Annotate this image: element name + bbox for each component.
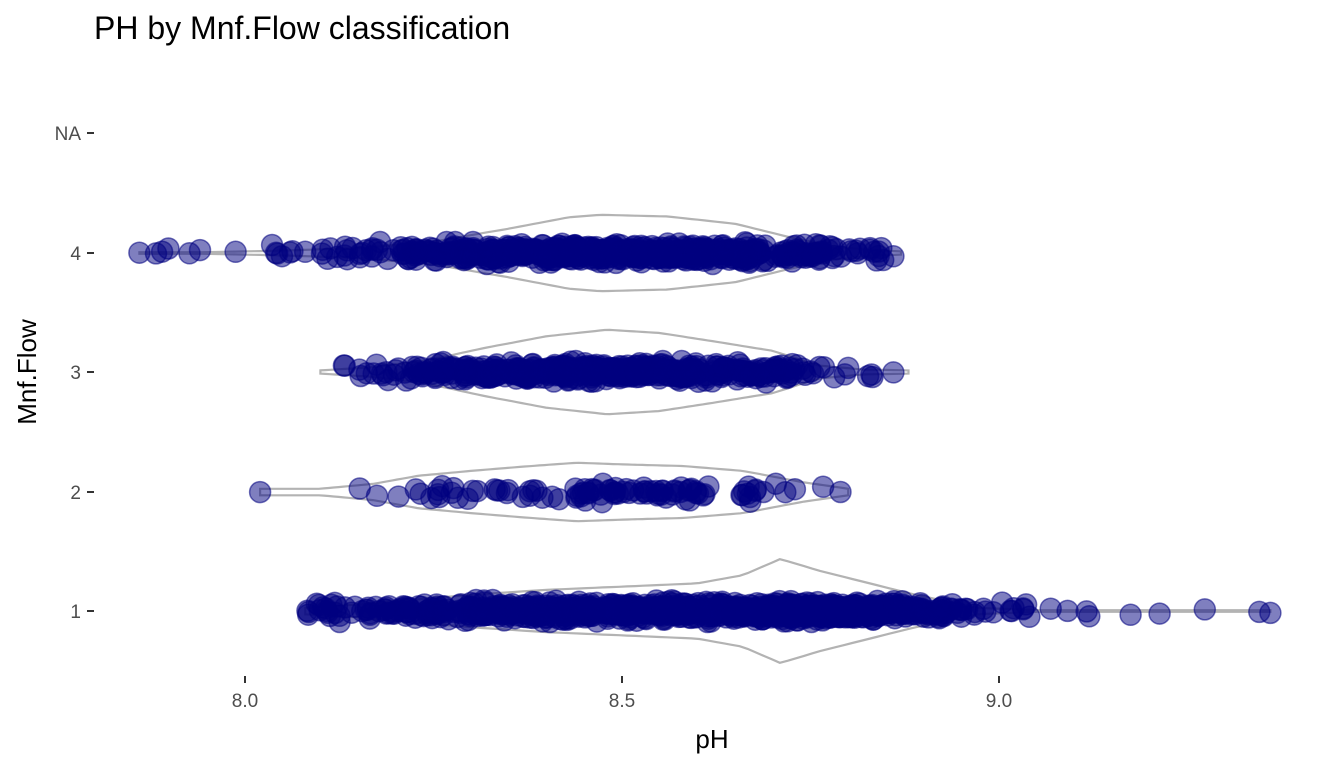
data-point	[812, 355, 836, 379]
data-point	[501, 238, 525, 261]
data-point	[150, 240, 174, 263]
data-point	[248, 480, 272, 504]
x-tick-label-8.5: 8.5	[609, 691, 635, 712]
data-point	[792, 597, 816, 621]
data-point	[404, 478, 428, 501]
data-point	[533, 242, 556, 266]
chart-title: PH by Mnf.Flow classification	[94, 10, 510, 46]
data-point	[1119, 603, 1142, 627]
data-point	[365, 238, 389, 262]
data-point	[382, 363, 406, 386]
data-point	[531, 359, 555, 382]
points-group-3	[332, 349, 905, 394]
data-point	[349, 364, 372, 388]
data-point	[1148, 602, 1171, 625]
x-axis-title: pH	[695, 724, 728, 754]
data-point	[571, 597, 595, 621]
data-point	[293, 240, 317, 264]
data-point	[972, 597, 995, 621]
data-point	[128, 241, 151, 264]
data-point	[395, 600, 419, 624]
points-group-2	[248, 472, 852, 514]
data-point	[764, 472, 788, 495]
data-point	[731, 483, 754, 507]
data-point	[684, 480, 708, 503]
data-point	[629, 600, 652, 623]
data-point	[1259, 601, 1282, 625]
data-point	[882, 361, 905, 384]
data-point	[1193, 598, 1217, 621]
x-tick-label-9.0: 9.0	[986, 691, 1012, 712]
data-point	[663, 598, 687, 621]
data-point	[461, 230, 485, 254]
data-point	[635, 482, 658, 505]
data-point	[704, 352, 728, 376]
data-point	[860, 363, 883, 386]
data-point	[525, 479, 548, 503]
data-point	[882, 245, 905, 268]
data-point	[429, 242, 453, 266]
data-point	[836, 356, 860, 380]
data-point	[350, 599, 374, 623]
data-point	[594, 597, 618, 620]
data-point	[580, 243, 604, 267]
data-point	[454, 361, 478, 385]
data-point	[736, 365, 760, 389]
data-point	[365, 484, 389, 508]
data-point	[475, 603, 498, 627]
data-point	[577, 364, 601, 387]
x-axis: 8.0 8.5 9.0	[232, 676, 1012, 712]
data-point	[178, 242, 201, 265]
data-point	[452, 248, 476, 272]
data-point	[548, 601, 572, 624]
data-point	[399, 246, 422, 270]
data-point	[1039, 597, 1062, 620]
data-point	[528, 602, 551, 625]
data-point	[645, 589, 668, 612]
points-group-1	[296, 588, 1282, 634]
data-point	[1002, 596, 1025, 620]
y-tick-label-4: 4	[70, 244, 81, 265]
plot-area	[128, 213, 1282, 664]
data-point	[821, 597, 844, 621]
y-axis: 1 2 3 4 NA	[55, 124, 94, 623]
data-point	[780, 244, 804, 267]
data-point	[829, 480, 852, 504]
data-point	[1075, 600, 1098, 623]
data-point	[493, 361, 516, 384]
y-tick-label-3: 3	[70, 363, 81, 384]
data-point	[903, 596, 927, 619]
data-point	[409, 356, 433, 380]
data-point	[628, 351, 652, 375]
data-point	[837, 238, 861, 261]
violin-3	[319, 328, 910, 416]
data-point	[426, 478, 450, 502]
points-group-4	[128, 230, 905, 276]
data-point	[733, 600, 757, 624]
data-point	[647, 242, 671, 266]
data-point	[709, 246, 732, 270]
data-point	[685, 241, 708, 265]
data-point	[694, 600, 718, 623]
data-point	[466, 479, 489, 503]
data-point	[778, 356, 802, 380]
data-point	[426, 602, 450, 625]
y-tick-label-2: 2	[70, 483, 81, 504]
data-point	[727, 244, 751, 268]
data-point	[224, 240, 247, 264]
data-point	[328, 604, 351, 628]
data-point	[332, 354, 356, 377]
y-tick-label-NA: NA	[55, 124, 82, 145]
data-point	[564, 477, 587, 500]
data-point	[604, 251, 628, 275]
y-tick-label-1: 1	[70, 602, 81, 623]
y-axis-title: Mnf.Flow	[12, 319, 42, 425]
data-point	[495, 481, 519, 505]
data-point	[858, 236, 882, 260]
data-point	[663, 480, 686, 503]
data-point	[674, 358, 698, 381]
x-tick-label-8.0: 8.0	[232, 691, 258, 712]
data-point	[950, 605, 973, 628]
